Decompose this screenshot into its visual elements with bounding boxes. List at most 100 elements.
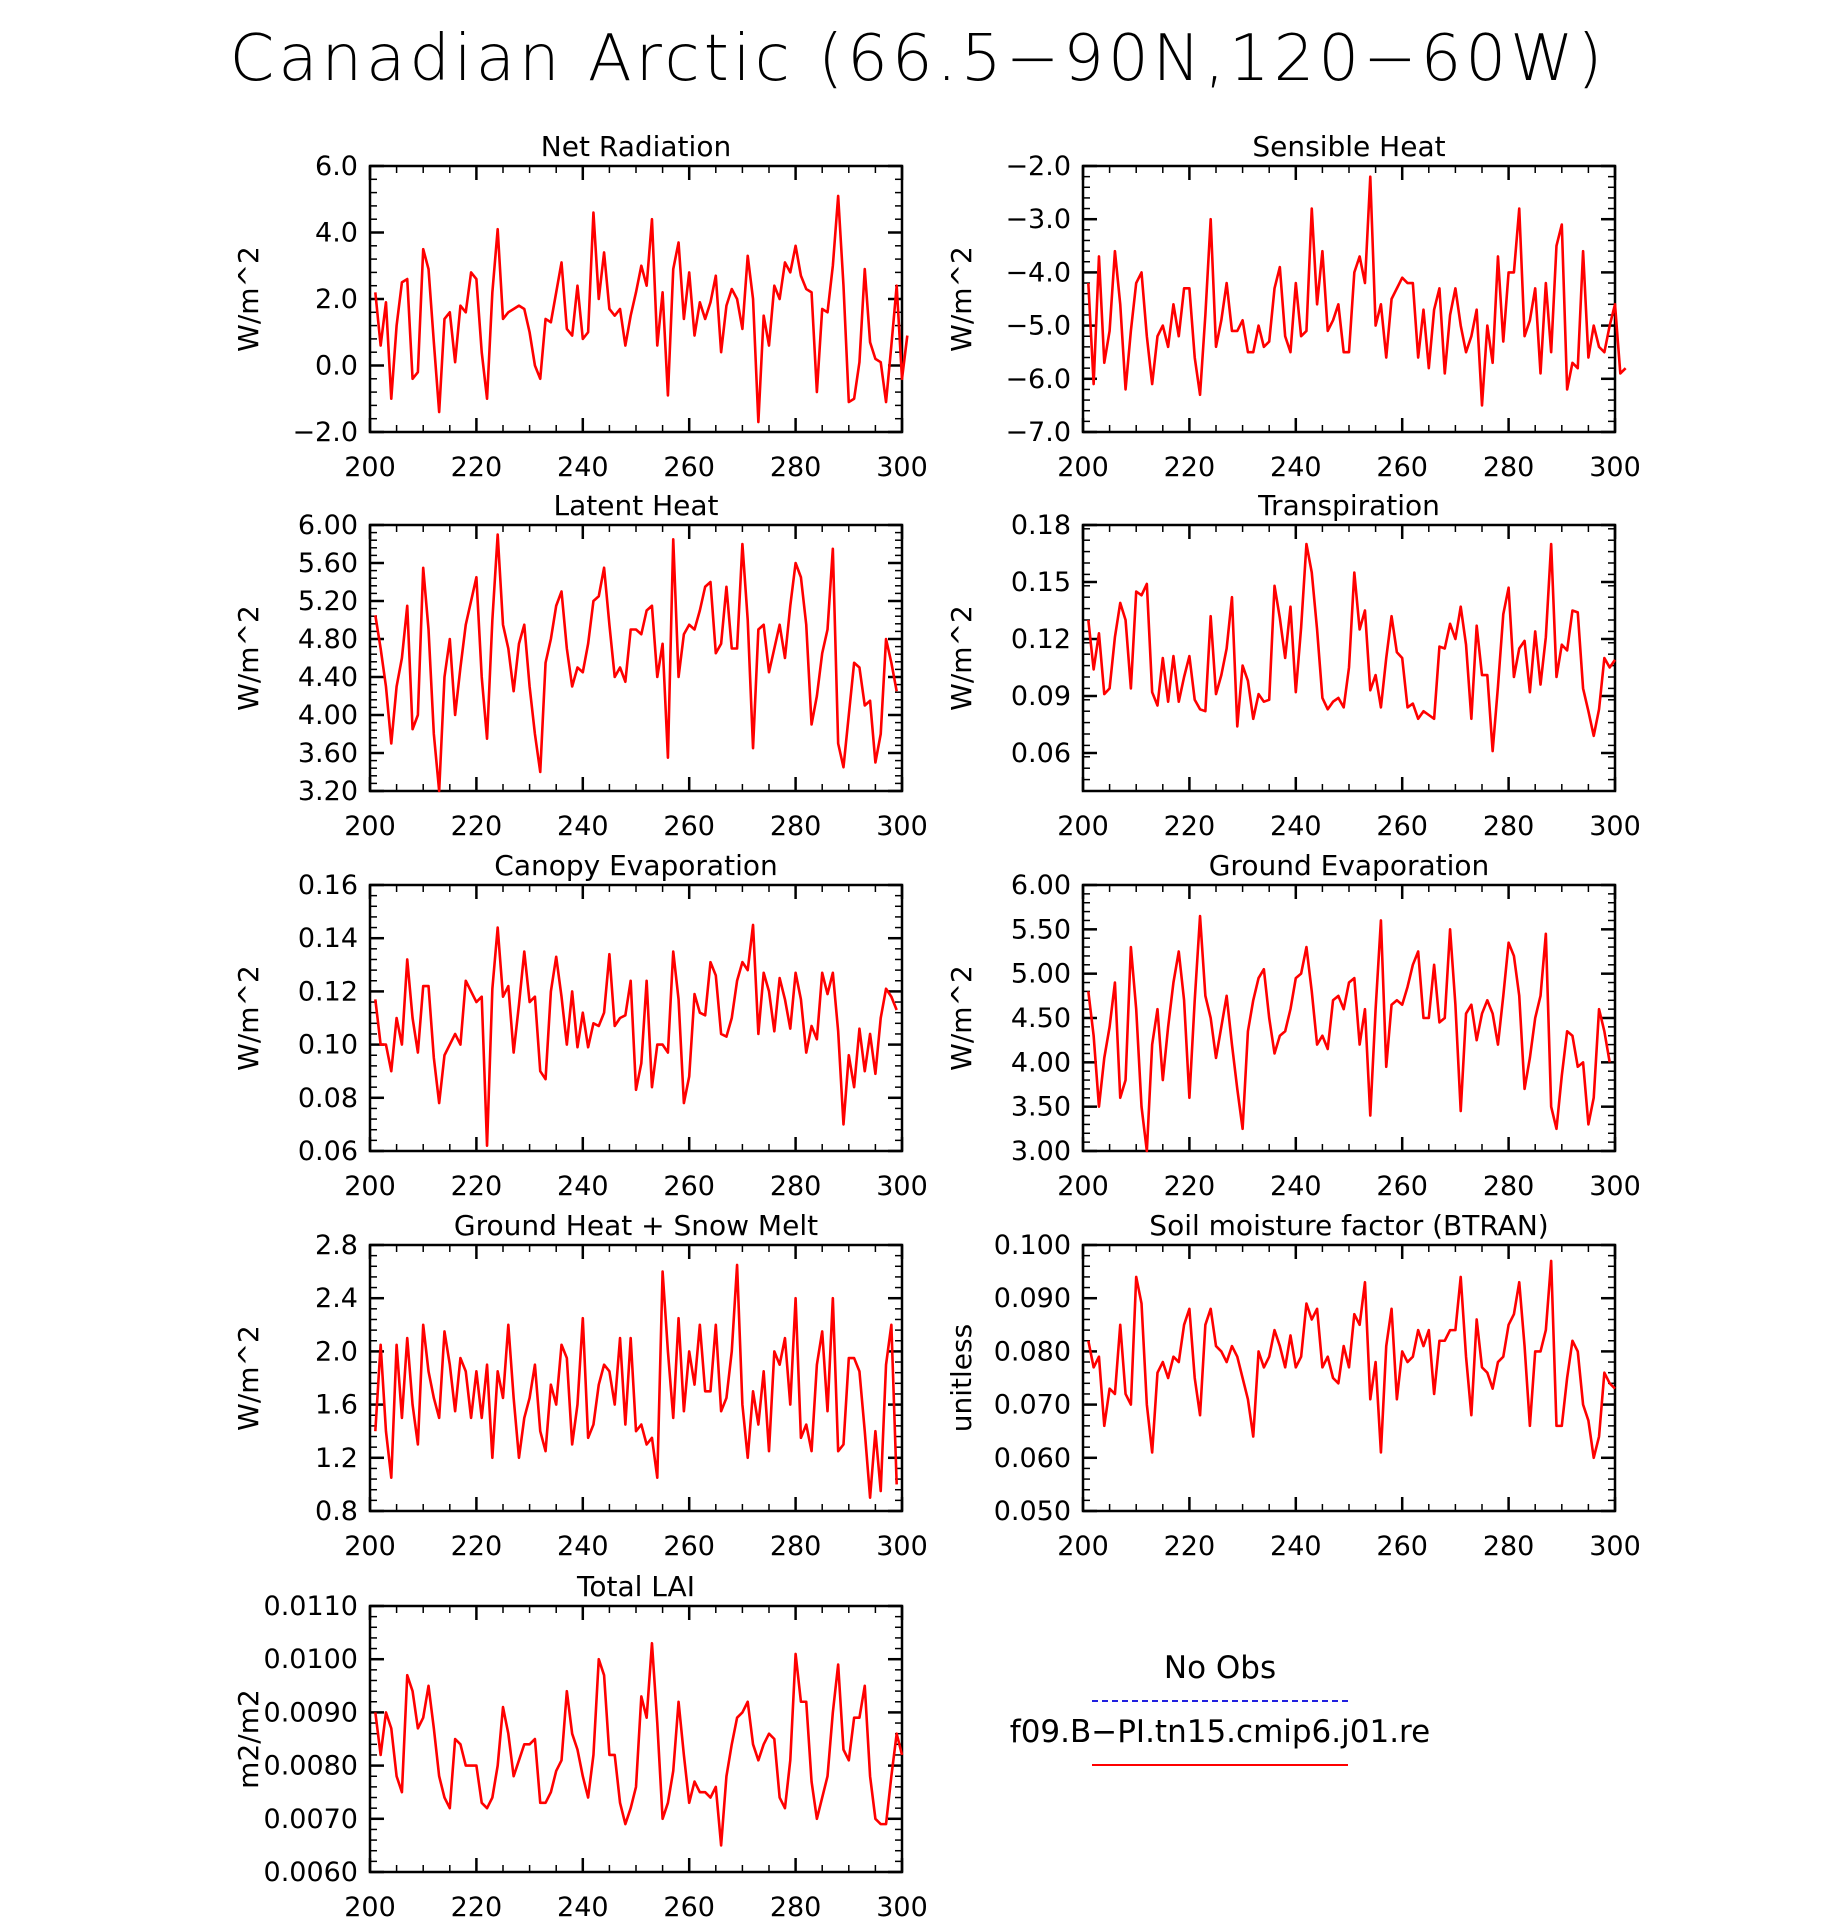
x-tick-label: 200 — [344, 811, 396, 842]
y-tick-label: 0.06 — [1011, 738, 1071, 769]
panel-9: 200 220 240 260 280 300 0.0060 0.0070 0.0080 0.00… — [232, 1570, 928, 1923]
panel-title: Ground Evaporation — [1209, 849, 1490, 882]
series-line — [374, 1263, 898, 1499]
y-tick-label: 2.4 — [315, 1283, 358, 1314]
x-tick-label: 300 — [876, 1531, 928, 1562]
panel-2: 200 220 240 260 280 300 −7.0 −6.0 −5.0 −4.0 −3.0 −2… — [945, 130, 1641, 483]
x-tick-label: 220 — [1164, 1531, 1216, 1562]
y-tick-label: 5.60 — [298, 548, 358, 579]
x-tick-label: 300 — [1589, 1531, 1641, 1562]
x-tick-label: 220 — [451, 452, 503, 483]
y-tick-label: 0.14 — [298, 923, 358, 954]
panel-title: Latent Heat — [553, 489, 718, 522]
x-tick-label: 240 — [1270, 811, 1322, 842]
y-tick-label: 0.100 — [994, 1230, 1071, 1261]
y-tick-label: 1.6 — [315, 1390, 358, 1421]
y-tick-label: −6.0 — [1005, 364, 1071, 395]
x-tick-label: 200 — [1057, 1171, 1109, 1202]
plot-frame — [368, 1604, 904, 1874]
y-tick-label: 0.070 — [994, 1390, 1071, 1421]
panel-title: Net Radiation — [541, 130, 731, 163]
series-line — [1087, 914, 1611, 1153]
y-tick-label: 3.20 — [298, 776, 358, 807]
x-tick-label: 220 — [451, 1171, 503, 1202]
panel-1: 200 220 240 260 280 300 −2.0 0.0 2.0 4.0 6.0 W/m^2 N… — [232, 130, 928, 483]
panel-7: 200 220 240 260 280 300 0.8 1.2 1.6 2.0 2.4 2.8 W/m^… — [232, 1209, 928, 1562]
y-tick-label: −2.0 — [292, 417, 358, 448]
y-tick-label: −5.0 — [1005, 311, 1071, 342]
series-line — [374, 194, 909, 424]
y-tick-label: 0.16 — [298, 870, 358, 901]
x-tick-label: 300 — [1589, 811, 1641, 842]
y-axis-label: W/m^2 — [945, 965, 978, 1071]
x-tick-label: 300 — [1589, 1171, 1641, 1202]
plot-frame — [368, 883, 904, 1153]
y-tick-label: 6.0 — [315, 151, 358, 182]
y-tick-label: −7.0 — [1005, 417, 1071, 448]
y-tick-label: 0.0090 — [264, 1697, 358, 1728]
y-tick-label: 2.0 — [315, 1336, 358, 1367]
y-tick-label: 3.00 — [1011, 1136, 1071, 1167]
x-tick-label: 260 — [663, 452, 715, 483]
x-tick-label: 200 — [1057, 811, 1109, 842]
y-tick-label: 6.00 — [1011, 870, 1071, 901]
x-tick-label: 240 — [557, 811, 609, 842]
y-tick-label: 0.12 — [298, 976, 358, 1007]
x-tick-label: 260 — [1376, 1171, 1428, 1202]
y-tick-label: 6.00 — [298, 510, 358, 541]
y-tick-label: 0.050 — [994, 1496, 1071, 1527]
y-axis-label: W/m^2 — [232, 1325, 265, 1431]
y-tick-label: 1.2 — [315, 1443, 358, 1474]
x-tick-label: 260 — [1376, 1531, 1428, 1562]
panel-6: 200 220 240 260 280 300 3.00 3.50 4.00 4.50 5.00 5.… — [945, 849, 1641, 1202]
y-tick-label: 0.8 — [315, 1496, 358, 1527]
series-line — [374, 533, 898, 793]
x-tick-label: 220 — [451, 1892, 503, 1923]
x-tick-label: 260 — [663, 1171, 715, 1202]
x-tick-label: 280 — [770, 811, 822, 842]
panel-title: Sensible Heat — [1252, 130, 1445, 163]
y-tick-label: −3.0 — [1005, 204, 1071, 235]
series-line — [1087, 1259, 1616, 1460]
y-tick-label: 0.08 — [298, 1083, 358, 1114]
x-tick-label: 260 — [663, 1892, 715, 1923]
y-tick-label: 2.8 — [315, 1230, 358, 1261]
x-tick-label: 300 — [876, 1892, 928, 1923]
y-axis-label: m2/m2 — [232, 1689, 265, 1789]
y-axis-label: W/m^2 — [945, 246, 978, 352]
x-tick-label: 260 — [663, 811, 715, 842]
y-tick-label: 0.09 — [1011, 681, 1071, 712]
y-tick-label: 0.10 — [298, 1030, 358, 1061]
y-tick-label: 4.40 — [298, 662, 358, 693]
panel-4: 200 220 240 260 280 300 0.06 0.09 0.12 0.15 0.18 W/… — [945, 489, 1641, 842]
y-axis-label: W/m^2 — [945, 605, 978, 711]
x-tick-label: 240 — [557, 1171, 609, 1202]
x-tick-label: 300 — [1589, 452, 1641, 483]
y-tick-label: 0.0070 — [264, 1804, 358, 1835]
x-tick-label: 240 — [557, 452, 609, 483]
y-axis-label: unitless — [945, 1324, 978, 1432]
x-tick-label: 200 — [344, 1892, 396, 1923]
panel-title: Transpiration — [1257, 489, 1440, 522]
y-tick-label: 5.50 — [1011, 914, 1071, 945]
panel-title: Ground Heat + Snow Melt — [454, 1209, 818, 1242]
plot-frame — [368, 164, 904, 434]
legend: No Obs f09.B−PI.tn15.cmip6.j01.re — [940, 1650, 1500, 1766]
legend-obs-label: No Obs — [1163, 1650, 1277, 1686]
y-tick-label: 0.15 — [1011, 567, 1071, 598]
y-tick-label: 5.00 — [1011, 959, 1071, 990]
y-tick-label: 0.0110 — [264, 1591, 358, 1622]
y-tick-label: 0.0 — [315, 351, 358, 382]
y-tick-label: 0.18 — [1011, 510, 1071, 541]
y-tick-label: 3.50 — [1011, 1092, 1071, 1123]
x-tick-label: 200 — [1057, 452, 1109, 483]
x-tick-label: 220 — [451, 811, 503, 842]
x-tick-label: 200 — [1057, 1531, 1109, 1562]
x-tick-label: 240 — [1270, 1531, 1322, 1562]
x-tick-label: 280 — [770, 1531, 822, 1562]
x-tick-label: 280 — [1483, 1171, 1535, 1202]
series-line — [374, 923, 898, 1147]
y-tick-label: 0.06 — [298, 1136, 358, 1167]
plot-frame — [368, 1243, 904, 1513]
y-tick-label: 5.20 — [298, 586, 358, 617]
